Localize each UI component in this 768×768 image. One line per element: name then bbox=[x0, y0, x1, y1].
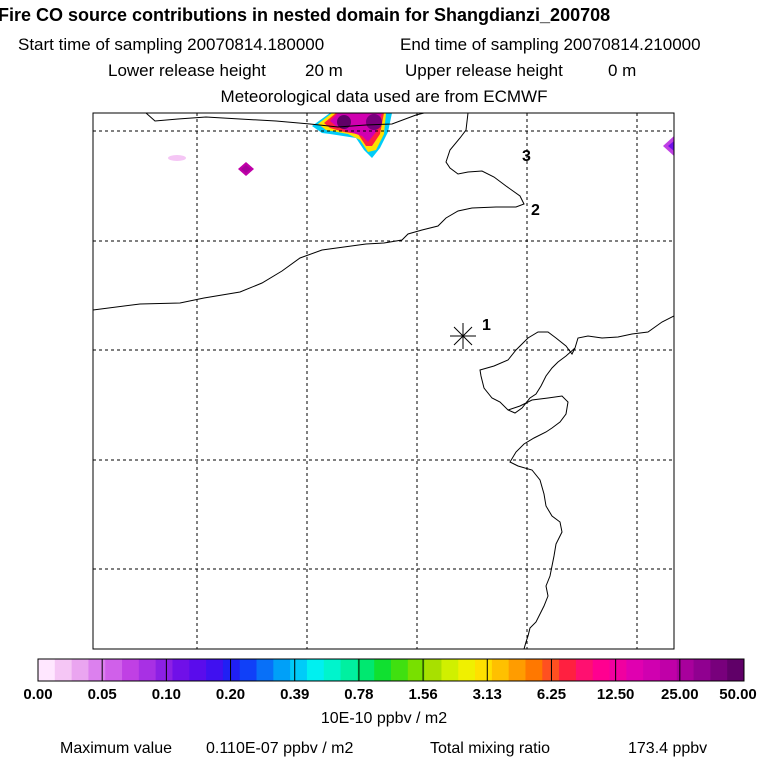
release-point-3-label: 3 bbox=[522, 148, 531, 165]
upper-release-label: Upper release height bbox=[405, 61, 563, 80]
colorbar-segment bbox=[525, 659, 543, 681]
colorbar-segment bbox=[105, 659, 123, 681]
colorbar-segment bbox=[290, 659, 308, 681]
colorbar-segment bbox=[138, 659, 157, 681]
lower-release-value: 20 m bbox=[305, 61, 343, 80]
colorbar-unit: 10E-10 ppbv / m2 bbox=[320, 710, 448, 727]
receptor-marker bbox=[450, 323, 476, 349]
colorbar-tick-label: 0.10 bbox=[151, 686, 181, 703]
colorbar-segment bbox=[256, 659, 274, 681]
colorbar-segment bbox=[206, 659, 224, 681]
colorbar-segment bbox=[643, 659, 661, 681]
colorbar-segment bbox=[491, 659, 510, 681]
lower-release-label: Lower release height bbox=[108, 61, 266, 80]
end-time-label: End time of sampling 20070814.210000 bbox=[400, 35, 701, 54]
colorbar-segment bbox=[172, 659, 190, 681]
colorbar-segment bbox=[609, 659, 627, 681]
colorbar-segment bbox=[273, 659, 291, 681]
colorbar-tick-label: 6.25 bbox=[536, 686, 567, 703]
met-data-label: Meteorological data used are from ECMWF bbox=[220, 87, 548, 106]
colorbar-segment bbox=[374, 659, 392, 681]
colorbar-tick-label: 0.39 bbox=[280, 686, 310, 703]
colorbar-segment bbox=[676, 659, 695, 681]
colorbar-segment bbox=[54, 659, 73, 681]
colorbar-tick-label: 3.13 bbox=[472, 686, 502, 703]
colorbar-segment bbox=[340, 659, 358, 681]
colorbar-segment bbox=[222, 659, 241, 681]
colorbar-segment bbox=[306, 659, 325, 681]
max-value-label: Maximum value bbox=[60, 740, 173, 757]
upper-release-value: 0 m bbox=[608, 61, 637, 80]
colorbar-segment bbox=[458, 659, 476, 681]
colorbar-tick-label: 50.00 bbox=[719, 686, 757, 703]
colorbar-tick-label: 0.05 bbox=[87, 686, 117, 703]
colorbar-segment bbox=[441, 659, 459, 681]
colorbar-segment bbox=[710, 659, 728, 681]
colorbar-segment bbox=[693, 659, 711, 681]
plot-title: Fire CO source contributions in nested d… bbox=[0, 5, 611, 25]
colorbar-segment bbox=[71, 659, 89, 681]
colorbar-tick-label: 12.50 bbox=[596, 686, 635, 703]
max-value: 0.110E-07 ppbv / m2 bbox=[206, 740, 354, 757]
colorbar-segment bbox=[407, 659, 426, 681]
colorbar-segment bbox=[88, 659, 106, 681]
colorbar-segment bbox=[38, 659, 56, 681]
map-frame bbox=[92, 112, 675, 650]
colorbar-segment bbox=[357, 659, 375, 681]
colorbar-segment bbox=[575, 659, 594, 681]
coastlines bbox=[93, 113, 674, 649]
total-mixing-value: 173.4 ppbv bbox=[628, 740, 708, 757]
colorbar-tick-label: 0.20 bbox=[215, 686, 246, 703]
total-mixing-label: Total mixing ratio bbox=[430, 740, 551, 757]
release-point-2-label: 2 bbox=[531, 202, 540, 219]
colorbar-segment bbox=[239, 659, 258, 681]
colorbar-segment bbox=[424, 659, 442, 681]
colorbar-segment bbox=[155, 659, 173, 681]
colorbar-tick-label: 0.78 bbox=[344, 686, 374, 703]
colorbar bbox=[37, 658, 745, 682]
colorbar-segment bbox=[508, 659, 526, 681]
start-time-label: Start time of sampling 20070814.180000 bbox=[18, 35, 325, 54]
colorbar-tick-label: 1.56 bbox=[408, 686, 438, 703]
colorbar-segment bbox=[727, 659, 745, 681]
release-point-1-label: 1 bbox=[482, 317, 491, 334]
colorbar-segment bbox=[122, 659, 140, 681]
colorbar-segment bbox=[323, 659, 342, 681]
map-grid bbox=[93, 113, 674, 649]
colorbar-tick-label: 0.00 bbox=[23, 686, 53, 703]
colorbar-segment bbox=[189, 659, 207, 681]
colorbar-segment bbox=[475, 659, 493, 681]
colorbar-frame bbox=[37, 658, 745, 682]
colorbar-segment bbox=[592, 659, 611, 681]
colorbar-segment bbox=[559, 659, 577, 681]
colorbar-tick-label: 25.00 bbox=[661, 686, 699, 703]
colorbar-segment bbox=[542, 659, 560, 681]
colorbar-segment bbox=[626, 659, 644, 681]
concentration-plume bbox=[168, 113, 674, 176]
colorbar-segment bbox=[391, 659, 409, 681]
colorbar-segment bbox=[659, 659, 678, 681]
